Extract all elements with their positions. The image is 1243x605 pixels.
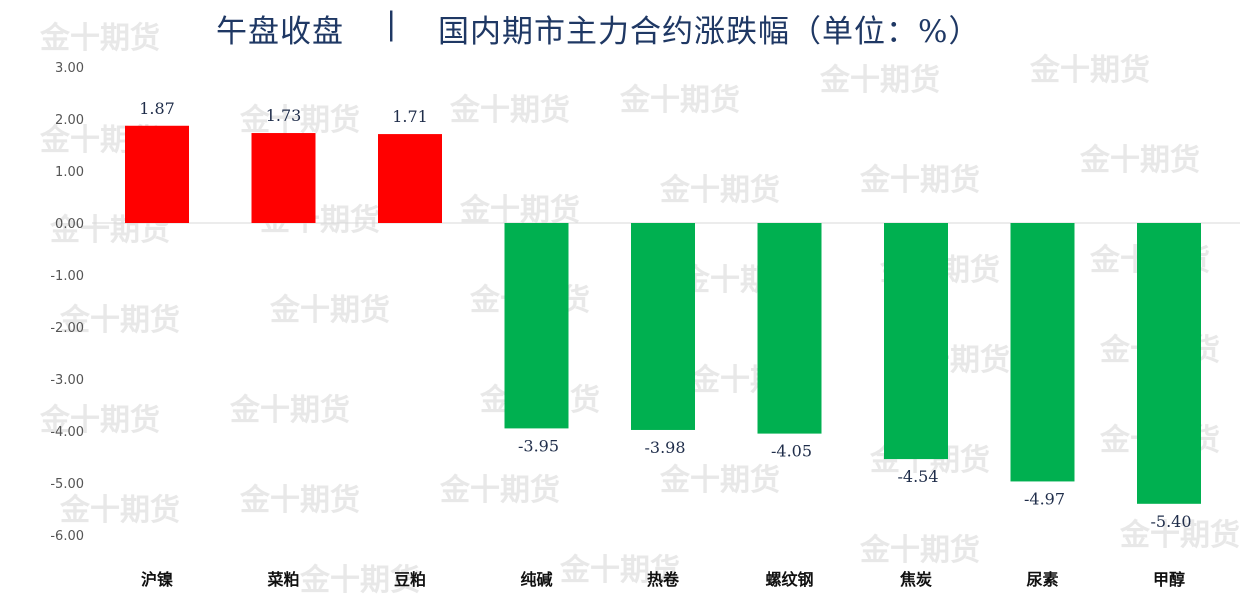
watermark-text: 金十期货 [619,83,740,118]
title-part-2: 国内期市主力合约涨跌幅（单位：%） [438,14,981,50]
x-tick-label: 豆粕 [394,570,426,589]
watermark-text: 金十期货 [1119,518,1240,553]
title-part-1: 午盘收盘 [216,14,344,50]
y-tick-label: 1.00 [55,165,84,180]
watermark-text: 金十期货 [269,293,390,328]
x-tick-label: 甲醇 [1153,570,1185,589]
bar-螺纹钢 [757,223,822,434]
watermark-text: 金十期货 [859,533,980,568]
bar-热卷 [631,223,695,430]
title-separator: | [386,6,398,42]
data-label: -4.97 [1024,489,1065,508]
watermark-text: 金十期货 [299,563,420,598]
data-label: -3.98 [644,438,685,457]
watermark-text: 金十期货 [1029,53,1150,88]
watermark-text: 金十期货 [449,93,570,128]
data-label: -5.40 [1150,512,1191,531]
watermark-text: 金十期货 [659,173,780,208]
y-tick-label: 2.00 [55,113,84,128]
bar-纯碱 [504,223,569,429]
y-tick-label: -5.00 [50,477,84,492]
data-label: 1.71 [392,107,428,126]
data-label: -4.54 [897,467,938,486]
data-label: -4.05 [771,442,812,461]
watermark-text: 金十期货 [59,493,180,528]
x-tick-label: 尿素 [1026,570,1058,589]
watermark-text: 金十期货 [859,163,980,198]
x-tick-label: 菜粕 [266,570,299,589]
watermark-text: 金十期货 [559,553,680,588]
y-tick-label: -1.00 [50,269,84,284]
data-label: 1.87 [139,99,175,118]
x-tick-label: 焦炭 [899,570,932,589]
y-tick-label: -4.00 [50,425,84,440]
watermark-text: 金十期货 [39,403,160,438]
x-tick-label: 热卷 [647,570,680,589]
watermark-text: 金十期货 [439,473,560,508]
bar-沪镍 [125,125,189,223]
bar-菜粕 [251,133,316,223]
watermark-text: 金十期货 [229,393,350,428]
x-tick-label: 螺纹钢 [765,570,813,589]
value-labels: 1.87 1.73 1.71 -3.95 -3.98 -4.05 -4.54 -4.97 -5.… [139,99,1191,531]
x-tick-label: 沪镍 [141,570,173,589]
y-tick-label: -6.00 [50,529,84,544]
watermark-text: 金十期货 [459,193,580,228]
bars [125,125,1201,504]
watermark-text: 金十期货 [39,21,160,56]
y-tick-label: -3.00 [50,373,84,388]
bar-豆粕 [378,134,442,223]
y-tick-label: 0.00 [55,217,84,232]
watermark-text: 金十期货 [239,103,360,138]
y-tick-label: 3.00 [55,61,84,76]
watermark-text: 金十期货 [819,63,940,98]
y-tick-label: -2.00 [50,321,84,336]
bar-甲醇 [1137,223,1201,504]
watermark-text: 金十期货 [59,303,180,338]
data-label: -3.95 [518,436,559,455]
watermark-text: 金十期货 [1079,143,1200,178]
data-label: 1.73 [266,106,302,125]
y-axis: 3.00 2.00 1.00 0.00 -1.00 -2.00 -3.00 -4.00 -5.0… [50,61,84,544]
bar-尿素 [1010,223,1075,482]
x-tick-label: 纯碱 [520,570,552,589]
bar-焦炭 [884,223,948,460]
category-labels: 沪镍 菜粕 豆粕 纯碱 热卷 螺纹钢 焦炭 尿素 甲醇 [141,570,1185,589]
watermark-text: 金十期货 [659,463,780,498]
watermark-text: 金十期货 [239,483,360,518]
